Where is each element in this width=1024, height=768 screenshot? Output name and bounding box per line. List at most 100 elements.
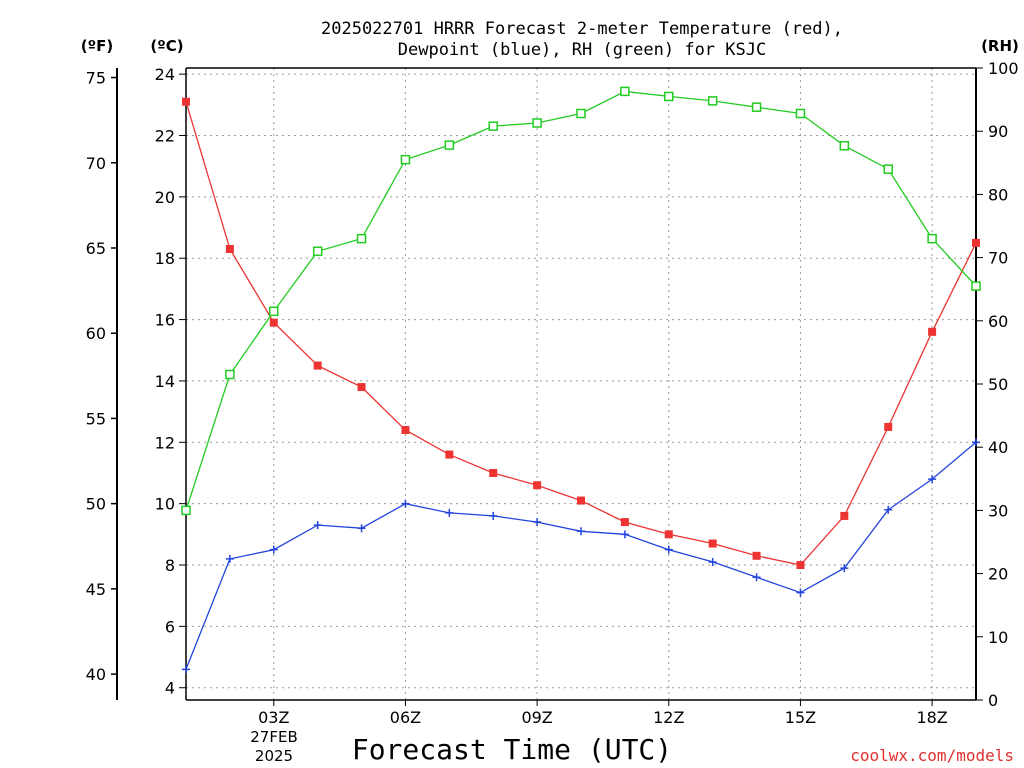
rh-point [181,505,191,516]
x-date-line1: 27FEB [250,728,297,746]
rh-point [312,246,323,257]
temperature-point [796,561,805,570]
celsius-tick-label: 16 [155,311,175,330]
celsius-tick-label: 24 [155,65,175,84]
rh-tick-label: 50 [988,375,1008,394]
series-temperature [182,97,980,570]
x-date-line2: 2025 [255,747,293,765]
x-tick-label: 03Z [258,708,289,727]
dewpoint-point [401,499,410,508]
x-tick-label: 15Z [785,708,816,727]
dewpoint-point [972,438,980,447]
dewpoint-point [225,554,234,563]
temperature-point [928,327,937,336]
temperature-point [620,518,629,527]
celsius-tick-label: 18 [155,249,175,268]
rh-point [839,140,850,151]
fahrenheit-tick-label: 60 [86,324,106,343]
fahrenheit-tick-label: 50 [86,495,106,514]
rh-tick-label: 80 [988,185,1008,204]
dewpoint-point [533,518,542,527]
fahrenheit-tick-label: 70 [86,154,106,173]
rh-point [971,281,981,291]
temperature-point [752,551,761,560]
dewpoint-point [313,521,322,530]
dewpoint-point [708,557,717,566]
rh-tick-label: 40 [988,438,1008,457]
fahrenheit-axis-label: (ºF) [81,37,113,55]
rh-point [225,369,235,380]
fahrenheit-tick-label: 45 [86,580,106,599]
rh-tick-label: 60 [988,312,1008,331]
dewpoint-point [928,475,937,484]
dewpoint-point [796,588,805,597]
dewpoint-point [182,665,190,674]
rh-axis-label: (RH) [981,37,1019,55]
rh-tick-label: 90 [988,122,1008,141]
temperature-point [577,496,585,505]
temperature-point [313,361,322,370]
chart-title-line2: Dewpoint (blue), RH (green) for KSJC [398,40,766,60]
temperature-point [708,539,717,548]
temperature-point [225,245,234,254]
fahrenheit-tick-label: 40 [86,665,106,684]
fahrenheit-tick-label: 65 [86,239,106,258]
rh-point [927,233,937,244]
x-tick-label: 09Z [521,708,552,727]
rh-tick-label: 100 [988,59,1019,78]
x-axis-title: Forecast Time (UTC) [352,733,672,766]
celsius-axis-label: (ºC) [150,37,183,55]
dewpoint-point [664,545,673,554]
temperature-point [884,422,893,431]
grid-lines [186,68,976,700]
data-series [181,86,981,674]
rh-point [707,96,718,106]
temperature-point [533,481,542,490]
temperature-line [185,101,977,566]
rh-point [576,108,586,119]
series-rh [181,86,981,516]
rh-point [488,121,498,131]
celsius-tick-label: 4 [165,679,175,698]
celsius-tick-label: 10 [155,495,175,514]
rh-line [185,90,977,511]
temperature-point [972,238,980,247]
x-tick-label: 12Z [653,708,684,727]
temperature-point [401,426,410,435]
rh-point [532,118,542,128]
rh-point [620,86,630,97]
celsius-tick-label: 22 [155,126,175,145]
rh-point [356,233,367,244]
rh-point [883,164,893,174]
dewpoint-point [840,564,849,573]
rh-point [269,306,279,317]
dewpoint-point [884,505,893,514]
rh-tick-label: 10 [988,628,1008,647]
celsius-tick-label: 12 [155,433,175,452]
dewpoint-point [445,508,454,517]
celsius-tick-label: 6 [165,617,175,636]
rh-point [795,108,806,119]
dewpoint-point [357,524,366,533]
rh-tick-label: 20 [988,565,1008,584]
temperature-point [269,318,278,327]
temperature-point [664,530,673,539]
celsius-tick-label: 14 [155,372,175,391]
x-tick-label: 06Z [390,708,421,727]
temperature-point [840,511,849,520]
temperature-point [182,97,190,106]
fahrenheit-tick-label: 75 [86,69,106,88]
rh-tick-label: 30 [988,501,1008,520]
chart-title-line1: 2025022701 HRRR Forecast 2-meter Tempera… [321,19,843,39]
plot-frame [185,67,977,701]
x-tick-label: 18Z [916,708,947,727]
rh-tick-label: 0 [988,691,998,710]
dewpoint-point [489,511,498,520]
axes: 4 6 8 10 12 14 16 18 20 22 24 40 45 50 55 60 65 70 75 0 10 20… [86,59,1019,727]
rh-point [664,91,674,102]
dewpoint-line [185,441,977,670]
celsius-tick-label: 20 [155,188,175,207]
series-dewpoint [182,438,980,674]
rh-point [444,140,455,150]
